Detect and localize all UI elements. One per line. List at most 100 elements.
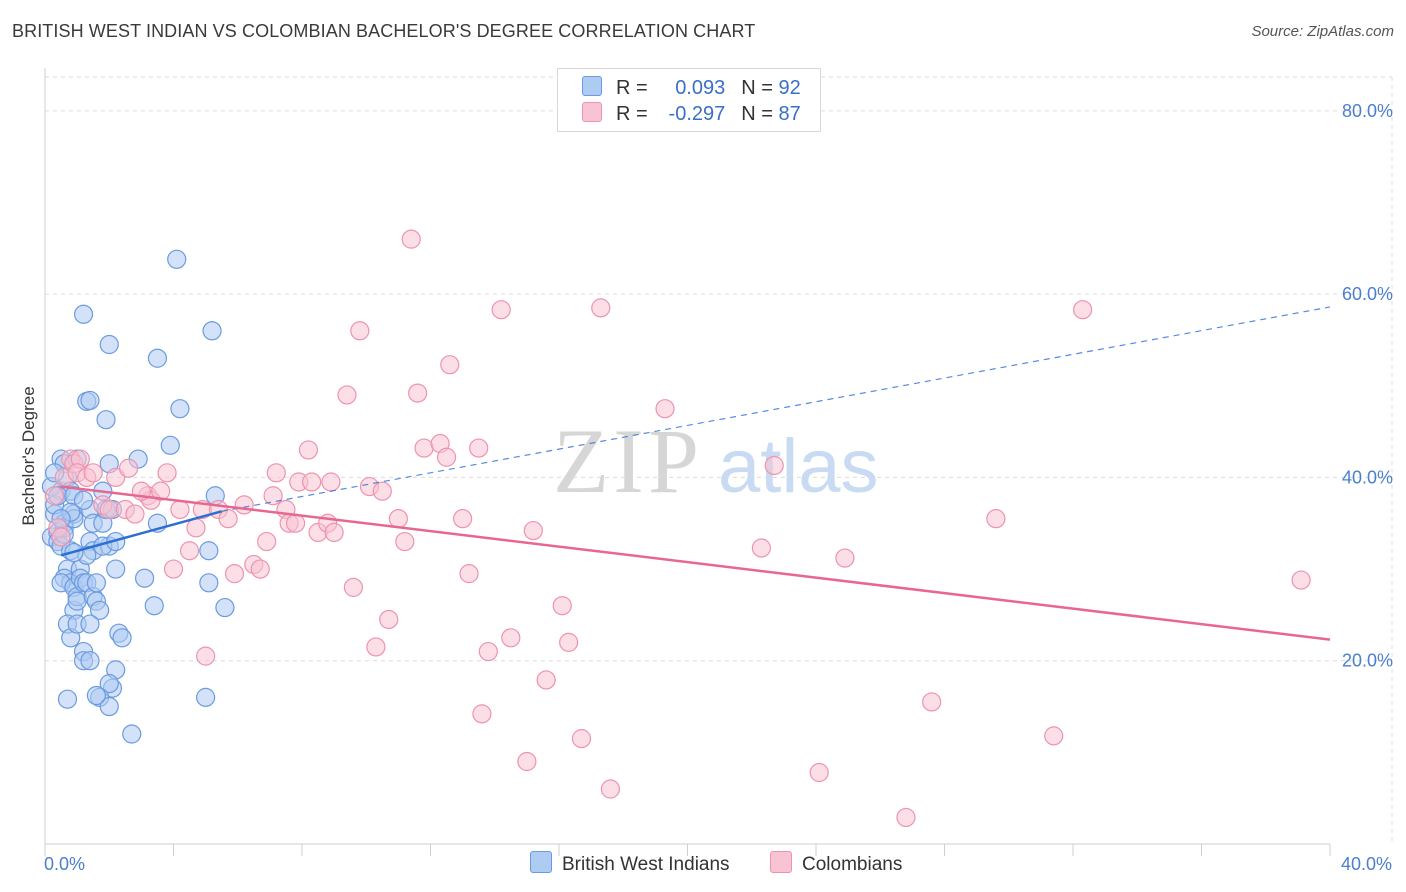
data-point <box>99 674 119 694</box>
data-point <box>196 646 216 666</box>
data-point <box>536 670 556 690</box>
trend-lines <box>60 306 1331 641</box>
data-point <box>99 334 119 355</box>
data-point <box>1073 300 1093 320</box>
data-point <box>366 637 386 657</box>
y-tick-label: 40.0% <box>1342 467 1393 487</box>
data-point <box>591 298 611 318</box>
data-point <box>517 751 537 772</box>
data-point <box>90 600 110 620</box>
legend-n-label: N = <box>741 77 773 99</box>
data-point <box>224 564 245 584</box>
data-point <box>167 249 187 269</box>
bottom-legend-pink: Colombians <box>770 851 902 876</box>
data-point <box>459 564 479 584</box>
data-point <box>199 573 219 593</box>
trend-line-pink <box>60 485 1331 641</box>
x-tick-label: 0.0% <box>44 854 85 874</box>
data-point <box>157 463 177 483</box>
data-point <box>234 495 254 515</box>
data-point <box>67 591 87 611</box>
data-point <box>896 807 916 828</box>
data-point <box>523 520 543 541</box>
data-point <box>99 696 119 717</box>
axes <box>44 68 1331 856</box>
legend-r-value: 0.093 <box>675 77 726 99</box>
trend-line-blue-dashed <box>221 306 1331 512</box>
bottom-legend-label-blue: British West Indians <box>562 854 730 875</box>
tick-labels: 20.0% 40.0% 60.0% 80.0% 0.0% 40.0% <box>44 101 1393 874</box>
data-point <box>170 499 190 520</box>
data-point <box>118 458 139 478</box>
data-point <box>86 685 107 706</box>
bottom-legend-swatch-blue <box>530 851 552 873</box>
data-point <box>337 385 357 405</box>
data-point <box>144 596 164 616</box>
legend-r-label: R = <box>616 103 648 125</box>
data-point <box>45 486 65 506</box>
legend-n-value: 92 <box>778 77 801 99</box>
source-label: Source: ZipAtlas.com <box>1251 23 1394 40</box>
y-axis-label: Bachelor's Degree <box>19 386 38 525</box>
data-point <box>764 455 784 476</box>
data-point <box>472 704 492 724</box>
watermark: ZIP atlas <box>553 410 879 512</box>
data-point <box>478 641 498 662</box>
data-point <box>501 628 521 648</box>
data-point <box>1044 726 1064 746</box>
data-point <box>83 463 103 483</box>
data-point <box>73 490 94 510</box>
legend-swatch-blue <box>582 76 602 96</box>
data-point <box>73 304 94 324</box>
data-point <box>99 499 119 520</box>
data-point <box>186 518 206 538</box>
bottom-legend-blue: British West Indians <box>530 851 730 876</box>
watermark-atlas: atlas <box>718 424 879 509</box>
data-point <box>343 577 363 597</box>
data-point <box>57 689 78 709</box>
data-point <box>469 438 489 458</box>
data-point <box>112 628 132 648</box>
bottom-legend-label-pink: Colombians <box>802 854 903 875</box>
data-point <box>453 509 473 529</box>
data-point <box>986 509 1006 529</box>
data-point <box>559 632 579 652</box>
data-point <box>80 651 100 671</box>
data-point <box>655 399 675 419</box>
data-point <box>321 472 341 492</box>
data-point <box>160 435 180 455</box>
legend-row-blue: R = 0.093 N = 92 <box>582 76 801 102</box>
legend-row-pink: R = -0.297 N = 87 <box>582 102 801 128</box>
data-point <box>395 531 415 552</box>
data-point <box>179 541 200 561</box>
x-tick-label: 40.0% <box>1341 854 1392 874</box>
data-point <box>147 348 168 368</box>
data-point <box>302 472 322 492</box>
data-point <box>170 399 190 419</box>
legend-n-value: 87 <box>778 103 801 125</box>
data-point <box>163 559 184 579</box>
data-point <box>257 531 277 552</box>
y-tick-label: 20.0% <box>1342 651 1393 671</box>
data-point <box>324 522 344 543</box>
data-point <box>298 440 319 460</box>
data-point <box>266 463 286 483</box>
data-point <box>571 729 592 749</box>
data-point <box>491 300 511 320</box>
data-point <box>51 527 71 547</box>
data-point <box>106 559 126 579</box>
legend-swatch-pink <box>582 102 602 122</box>
legend: R = 0.093 N = 92 R = -0.297 N = 87 <box>557 68 821 132</box>
legend-r-value: -0.297 <box>668 103 726 125</box>
data-point <box>250 559 270 579</box>
data-point <box>379 609 399 630</box>
data-point <box>436 447 457 467</box>
data-point <box>440 355 460 375</box>
data-point <box>218 509 238 529</box>
data-point <box>86 573 107 593</box>
y-tick-label: 80.0% <box>1342 101 1393 121</box>
data-point <box>80 614 100 634</box>
data-point <box>372 481 392 501</box>
y-tick-label: 60.0% <box>1342 284 1393 304</box>
